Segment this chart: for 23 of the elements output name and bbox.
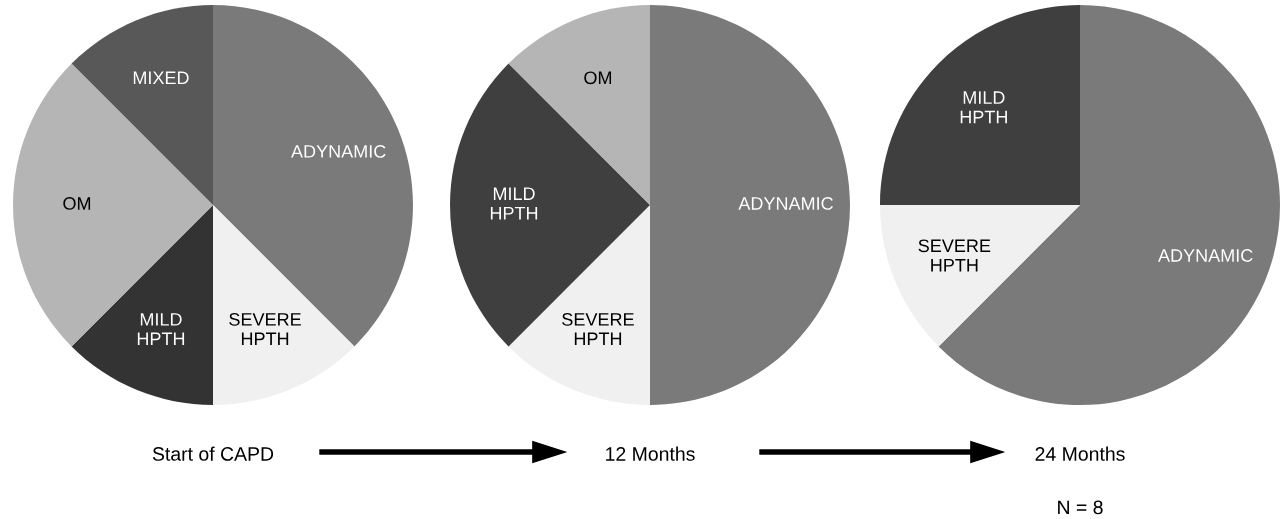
slice-label: MILD HPTH: [137, 313, 185, 346]
slice-label: OM: [584, 71, 612, 85]
text: N = 8: [1058, 500, 1103, 515]
slice-label: MIXED: [133, 71, 189, 85]
pie-slice: [13, 63, 213, 347]
pie-slice: [880, 205, 1080, 347]
pie-slice: [450, 63, 650, 347]
slice-label: OM: [63, 197, 91, 210]
pie-slice: [213, 205, 355, 405]
text: Start of CAPD: [152, 446, 274, 461]
slice-label: ADYNAMIC: [738, 197, 833, 210]
slice-label: ADYNAMIC: [1158, 249, 1253, 262]
pie-slice: [880, 5, 1080, 205]
pie-slice: [213, 5, 413, 347]
text: 24 Months: [1035, 446, 1125, 461]
pie-slice: [650, 5, 850, 405]
slice-label: SEVERE HPTH: [562, 312, 634, 346]
slice-label: SEVERE HPTH: [918, 239, 991, 272]
slice-label: MILD HPTH: [960, 91, 1007, 124]
slice-label: MILD HPTH: [490, 187, 538, 220]
slice-label: SEVERE HPTH: [229, 312, 301, 346]
text: 12 Months: [606, 446, 695, 461]
slice-label: ADYNAMIC: [291, 145, 386, 158]
